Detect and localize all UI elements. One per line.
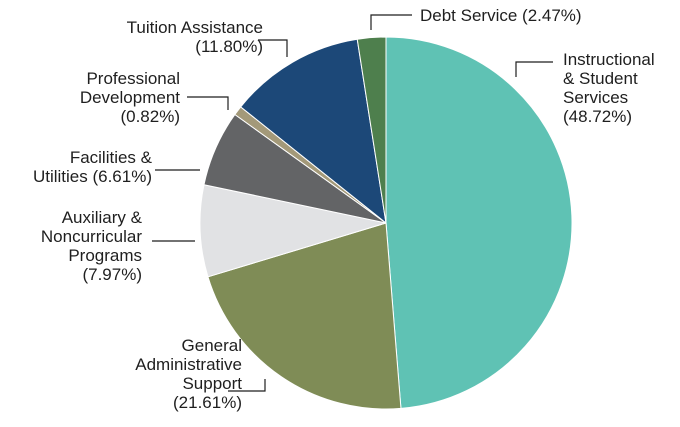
label-line: (48.72%): [563, 107, 632, 126]
pie-slice-instructional-student-services: [385, 36, 573, 409]
leader-line: [515, 61, 553, 77]
label-instructional-student-services: Instructional & Student Services (48.72%…: [563, 50, 655, 126]
pie-slice-tuition-assistance: [239, 38, 387, 225]
label-auxiliary-noncurricular-programs: Auxiliary & Noncurricular Programs (7.97…: [41, 208, 142, 284]
label-line: Tuition Assistance: [126, 18, 263, 37]
leader-line: [258, 39, 288, 57]
label-line: Programs: [68, 246, 142, 265]
label-line: Professional: [86, 69, 180, 88]
label-line: Support: [182, 374, 242, 393]
leader-line: [228, 379, 266, 392]
label-line: (11.80%): [195, 37, 263, 56]
label-line: Facilities &: [69, 148, 152, 167]
label-general-administrative-support: General Administrative Support (21.61%): [135, 336, 242, 412]
label-line: General: [181, 336, 242, 355]
label-line: (7.97%): [82, 265, 142, 284]
label-line: Debt Service (2.47%): [420, 6, 582, 25]
label-line: Instructional: [563, 50, 655, 69]
label-line: Noncurricular: [40, 227, 142, 246]
label-tuition-assistance: Tuition Assistance (11.80%): [127, 18, 263, 56]
label-line: Administrative: [135, 355, 242, 374]
label-line: Development: [79, 88, 180, 107]
label-line: Services: [563, 88, 629, 107]
pie-slice-debt-service: [356, 36, 387, 224]
label-line: Utilities (6.61%): [32, 167, 152, 186]
label-debt-service: Debt Service (2.47%): [420, 6, 582, 25]
label-facilities-utilities: Facilities & Utilities (6.61%): [33, 148, 152, 186]
leader-line: [370, 14, 412, 30]
label-professional-development: Professional Development (0.82%): [80, 69, 180, 126]
label-line: (21.61%): [173, 393, 242, 412]
label-line: Auxiliary &: [61, 208, 142, 227]
label-line: (0.82%): [120, 107, 180, 126]
leader-line: [187, 96, 229, 110]
pie-slice-auxiliary-noncurricular-programs: [199, 184, 387, 278]
label-line: & Student: [563, 69, 638, 88]
pie-slice-general-administrative-support: [207, 222, 402, 410]
